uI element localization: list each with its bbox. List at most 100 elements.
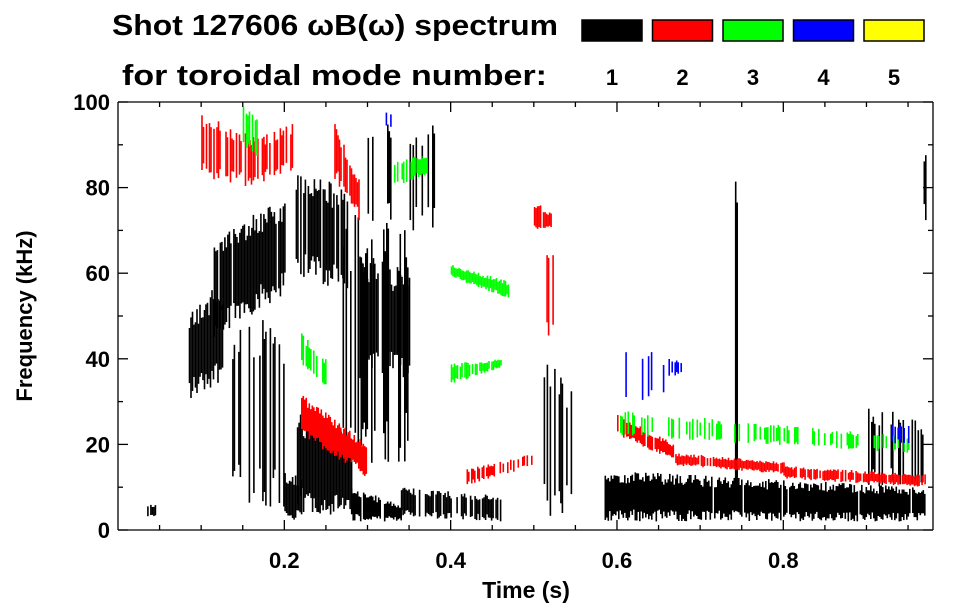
spectrum-strip bbox=[269, 328, 272, 507]
spectrum-strip bbox=[448, 495, 451, 513]
spectrum-strip bbox=[789, 487, 791, 515]
spectrum-strip bbox=[315, 188, 317, 275]
spectrum-strip bbox=[391, 506, 393, 518]
spectrum-strip bbox=[773, 425, 775, 442]
spectrum-strip bbox=[459, 268, 462, 279]
spectrum-strip bbox=[490, 499, 493, 521]
spectrum-strip bbox=[372, 258, 375, 354]
spectrum-strip bbox=[353, 435, 356, 462]
spectrum-strip bbox=[823, 470, 826, 481]
spectrum-strip bbox=[828, 490, 830, 519]
spectrum-strip bbox=[796, 488, 799, 513]
spectrum-strip bbox=[389, 501, 392, 518]
spectrum-strip bbox=[810, 484, 812, 514]
legend-swatch-mode-5 bbox=[863, 19, 925, 42]
spectrum-strip bbox=[213, 128, 215, 180]
spectrum-strip bbox=[416, 157, 418, 174]
spectrum-strip bbox=[897, 438, 900, 448]
spectrum-strip bbox=[913, 476, 916, 487]
spectrum-strip bbox=[510, 459, 512, 470]
spectrum-strip bbox=[804, 483, 806, 517]
spectrum-strip bbox=[649, 480, 652, 516]
spectrum-strip bbox=[670, 481, 673, 511]
spectrum-strip bbox=[634, 472, 637, 521]
spectrum-strip bbox=[319, 413, 321, 442]
spectrum-strip bbox=[621, 416, 624, 436]
spectrum-strip bbox=[470, 272, 472, 284]
spectrum-strip bbox=[708, 422, 711, 440]
spectrum-strip bbox=[332, 428, 335, 512]
spectrum-strip bbox=[398, 507, 401, 519]
spectrum-strip bbox=[425, 157, 427, 174]
spectrum-strip bbox=[862, 473, 865, 483]
spectrum-strip bbox=[889, 475, 892, 484]
spectrum-strip bbox=[867, 473, 869, 484]
spectrum-strip bbox=[811, 487, 814, 521]
spectrum-strip bbox=[638, 428, 640, 441]
y-tick-label: 100 bbox=[73, 90, 110, 115]
spectrum-strip bbox=[876, 491, 878, 521]
spectrum-strip bbox=[673, 484, 676, 515]
spectrum-strip bbox=[490, 465, 493, 475]
spectrum-strip bbox=[675, 454, 677, 464]
spectrum-strip bbox=[647, 356, 650, 397]
spectrum-strip bbox=[476, 364, 478, 375]
spectrum-strip bbox=[365, 497, 368, 519]
spectrum-strip bbox=[693, 454, 695, 465]
spectrum-strip bbox=[335, 129, 338, 174]
spectrum-strip bbox=[903, 428, 905, 443]
spectrum-strip bbox=[340, 189, 343, 275]
spectrum-strip bbox=[291, 477, 294, 518]
spectrum-strip bbox=[264, 218, 267, 300]
spectrum-strip bbox=[513, 460, 515, 472]
spectrum-strip bbox=[492, 497, 494, 519]
spectrum-strip bbox=[687, 455, 689, 464]
spectrum-strip bbox=[342, 247, 345, 428]
spectrum-strip bbox=[384, 251, 387, 460]
spectrum-strip bbox=[387, 228, 390, 462]
spectrum-strip bbox=[328, 434, 330, 506]
spectrum-strip bbox=[421, 145, 424, 216]
spectrum-strip bbox=[736, 458, 739, 470]
spectrum-strip bbox=[210, 127, 212, 173]
spectrum-strip bbox=[685, 454, 688, 465]
spectrum-strip bbox=[570, 391, 573, 495]
spectrum-strip bbox=[489, 499, 491, 518]
spectrum-strip bbox=[279, 208, 282, 297]
x-axis-label: Time (s) bbox=[482, 577, 570, 603]
spectrum-strip bbox=[208, 123, 211, 173]
spectrum-strip bbox=[413, 156, 415, 176]
spectrum-strip bbox=[700, 485, 703, 520]
spectrum-strip bbox=[482, 275, 484, 287]
spectrum-strip bbox=[349, 430, 351, 458]
spectrum-strip bbox=[313, 407, 315, 438]
spectrum-strip bbox=[681, 455, 683, 465]
spectrum-strip bbox=[717, 420, 720, 440]
spectrum-strip bbox=[878, 436, 880, 449]
spectrum-strip bbox=[924, 493, 926, 516]
spectrum-strip bbox=[813, 469, 815, 480]
spectrum-strip bbox=[500, 359, 502, 366]
spectrum-strip bbox=[273, 212, 276, 291]
spectrum-strip bbox=[631, 474, 634, 515]
spectrum-strip bbox=[377, 273, 379, 357]
spectrum-strip bbox=[739, 458, 742, 468]
spectrum-strip bbox=[835, 470, 838, 479]
spectrum-strip bbox=[765, 427, 768, 444]
spectrum-strip bbox=[302, 436, 305, 512]
spectrum-strip bbox=[797, 427, 799, 445]
spectrum-strip bbox=[841, 469, 844, 482]
spectrum-strip bbox=[414, 495, 416, 516]
spectrum-strip bbox=[898, 419, 900, 478]
spectrum-strip bbox=[759, 460, 761, 472]
spectrum-strip bbox=[621, 482, 623, 515]
spectrum-strip bbox=[322, 415, 324, 450]
spectrum-strip bbox=[365, 253, 367, 437]
spectrum-strip bbox=[464, 362, 466, 378]
spectrum-strip bbox=[723, 459, 725, 468]
spectrum-strip bbox=[762, 481, 764, 514]
spectrum-strip bbox=[483, 363, 486, 373]
spectrum-strip bbox=[474, 496, 476, 519]
spectrum-strip bbox=[635, 426, 637, 442]
spectrum-strip bbox=[850, 470, 853, 480]
